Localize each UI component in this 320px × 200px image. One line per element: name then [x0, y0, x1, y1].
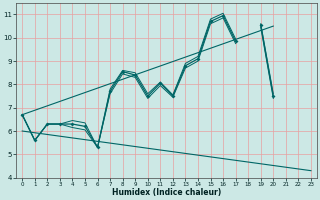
- X-axis label: Humidex (Indice chaleur): Humidex (Indice chaleur): [112, 188, 221, 197]
